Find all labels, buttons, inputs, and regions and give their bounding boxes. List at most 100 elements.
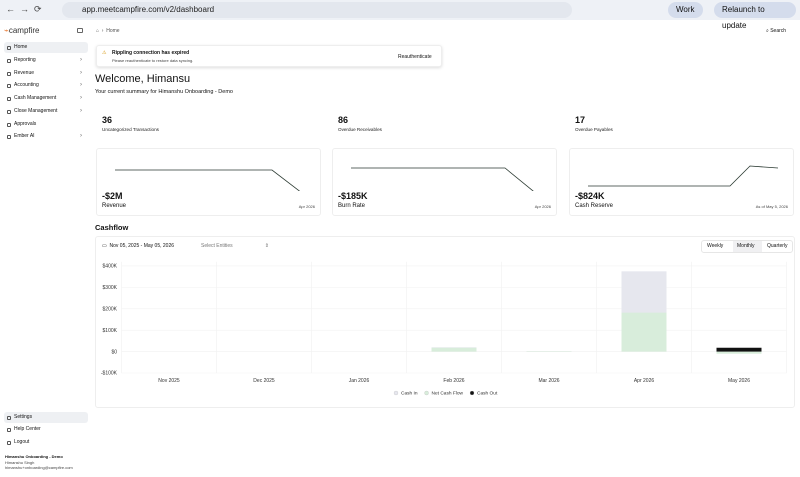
bar (716, 351, 762, 354)
legend-swatch (424, 390, 429, 396)
profile-button[interactable]: Work (668, 2, 703, 18)
nav-item[interactable]: Revenue › (4, 68, 88, 79)
user-email: himanshu+onboarding@campfire.com (5, 465, 73, 470)
sparkline (351, 167, 534, 191)
collapse-icon[interactable] (77, 28, 83, 33)
kpi-date: Apr 2026 (298, 204, 315, 209)
nav-label: Cash Management (14, 95, 57, 101)
entity-select-text: Select Entities (201, 243, 233, 249)
alert: ⚠ Rippling connection has expired Please… (96, 45, 442, 67)
period-monthly[interactable]: Monthly (733, 241, 762, 252)
alert-title: Rippling connection has expired (112, 50, 190, 56)
bar (431, 347, 477, 352)
x-tick-label: Apr 2026 (634, 378, 655, 384)
x-tick-label: Feb 2026 (443, 378, 464, 384)
alert-icon: ⚠ (102, 50, 107, 56)
nav-item[interactable]: Cash Management › (4, 93, 88, 104)
sidebar: ⌁campfire Home Reporting › Revenue › Accou… (0, 20, 90, 477)
y-tick-label: $300K (103, 285, 118, 291)
entity-select[interactable]: Select Entities ⇕ (201, 243, 269, 249)
kpi-value: -$824K (575, 191, 605, 201)
stat-label: Overdue Payables (575, 127, 613, 132)
sparkline (115, 169, 301, 191)
nav-item[interactable]: Approvals (4, 119, 88, 130)
nav-item[interactable]: Close Management › (4, 106, 88, 117)
kpi-label: Cash Reserve (575, 203, 614, 209)
y-tick-label: $200K (103, 306, 118, 312)
kpi-value: -$2M (102, 191, 123, 201)
kpi-date: As of May 5, 2026 (755, 204, 788, 209)
nav-item[interactable]: Home (4, 42, 88, 53)
kpi-value: -$185K (338, 191, 368, 201)
y-tick-label: -$100K (101, 371, 118, 377)
stat-card[interactable]: 36 Uncategorized Transactions (96, 110, 321, 146)
browser-toolbar: ← → ⟳ app.meetcampfire.com/v2/dashboard … (0, 0, 800, 30)
kpi-card[interactable]: -$185K Burn Rate Apr 2026 (332, 148, 557, 216)
date-range[interactable]: ▭ Nov 05, 2025 - May 05, 2026 (102, 243, 175, 249)
nav-label: Home (14, 44, 28, 50)
nav-item[interactable]: Logout (4, 437, 88, 448)
nav-label: Logout (14, 439, 30, 445)
nav-item[interactable]: Reporting › (4, 55, 88, 66)
x-tick-label: Nov 2025 (158, 378, 180, 384)
org-name: Himanshu Onboarding - Demo (5, 454, 63, 459)
welcome-subtitle: Your current summary for Himanshu Onboar… (95, 89, 233, 95)
legend-label: Cash In (401, 391, 418, 397)
search-label: Search (770, 28, 787, 34)
nav-item[interactable]: Accounting › (4, 80, 88, 91)
stat-value: 36 (102, 115, 113, 125)
sparkline (588, 165, 779, 187)
stat-card[interactable]: 86 Overdue Receivables (332, 110, 557, 146)
period-weekly[interactable]: Weekly (707, 243, 724, 249)
cashflow-title: Cashflow (95, 223, 129, 232)
legend-swatch (393, 390, 399, 396)
cashflow-card: ▭ Nov 05, 2025 - May 05, 2026 Select Ent… (95, 236, 795, 408)
stat-label: Uncategorized Transactions (102, 127, 159, 132)
legend-label: Cash Out (477, 391, 498, 397)
stat-value: 86 (338, 115, 349, 125)
welcome-title: Welcome, Himansu (95, 73, 191, 85)
nav-label: Reporting (14, 57, 36, 63)
date-range-text: Nov 05, 2025 - May 05, 2026 (109, 243, 175, 249)
kpi-card[interactable]: -$824K Cash Reserve As of May 5, 2026 (569, 148, 794, 216)
y-tick-label: $100K (103, 328, 118, 334)
reauth-button[interactable]: Reauthenticate (398, 54, 432, 60)
search[interactable]: ⌕ Search (766, 28, 787, 34)
nav-buttons[interactable]: ← → ⟳ (6, 4, 42, 14)
x-tick-label: Mar 2026 (538, 378, 559, 384)
breadcrumb: ⌂ › Home (96, 28, 120, 34)
user-name: Himanshu Singh (5, 460, 35, 465)
x-tick-label: Jan 2026 (349, 378, 370, 384)
kpi-card[interactable]: -$2M Revenue Apr 2026 (96, 148, 321, 216)
alert-text: Please reauthenticate to restore data sy… (112, 58, 194, 63)
nav-item[interactable]: Help Center (4, 424, 88, 435)
stat-value: 17 (575, 115, 586, 125)
stat-card[interactable]: 17 Overdue Payables (569, 110, 794, 146)
address-bar[interactable]: app.meetcampfire.com/v2/dashboard (62, 2, 572, 18)
bar (621, 312, 667, 352)
nav-label: Close Management (14, 108, 58, 114)
nav-label: Ember AI (14, 133, 35, 139)
y-tick-label: $400K (103, 264, 118, 270)
nav-label: Revenue (14, 70, 35, 76)
sparkline-line (588, 165, 779, 187)
x-tick-label: May 2026 (728, 378, 750, 384)
kpi-date: Apr 2026 (534, 204, 551, 209)
kpi-label: Revenue (102, 203, 127, 209)
logo-text: campfire (8, 26, 40, 35)
period-toggle: Weekly Monthly Quarterly (701, 240, 793, 253)
breadcrumb-item[interactable]: Home (106, 28, 120, 34)
logo[interactable]: ⌁campfire (4, 26, 40, 35)
legend-swatch (469, 390, 475, 396)
nav-label: Help Center (14, 426, 41, 432)
nav-item[interactable]: Settings (4, 412, 88, 423)
period-quarterly[interactable]: Quarterly (767, 243, 788, 249)
bar (716, 347, 762, 352)
y-tick-label: $0 (111, 349, 117, 355)
nav-item[interactable]: Ember AI › (4, 131, 88, 142)
sparkline-line (115, 169, 301, 191)
update-button[interactable]: Relaunch to update (714, 2, 796, 30)
